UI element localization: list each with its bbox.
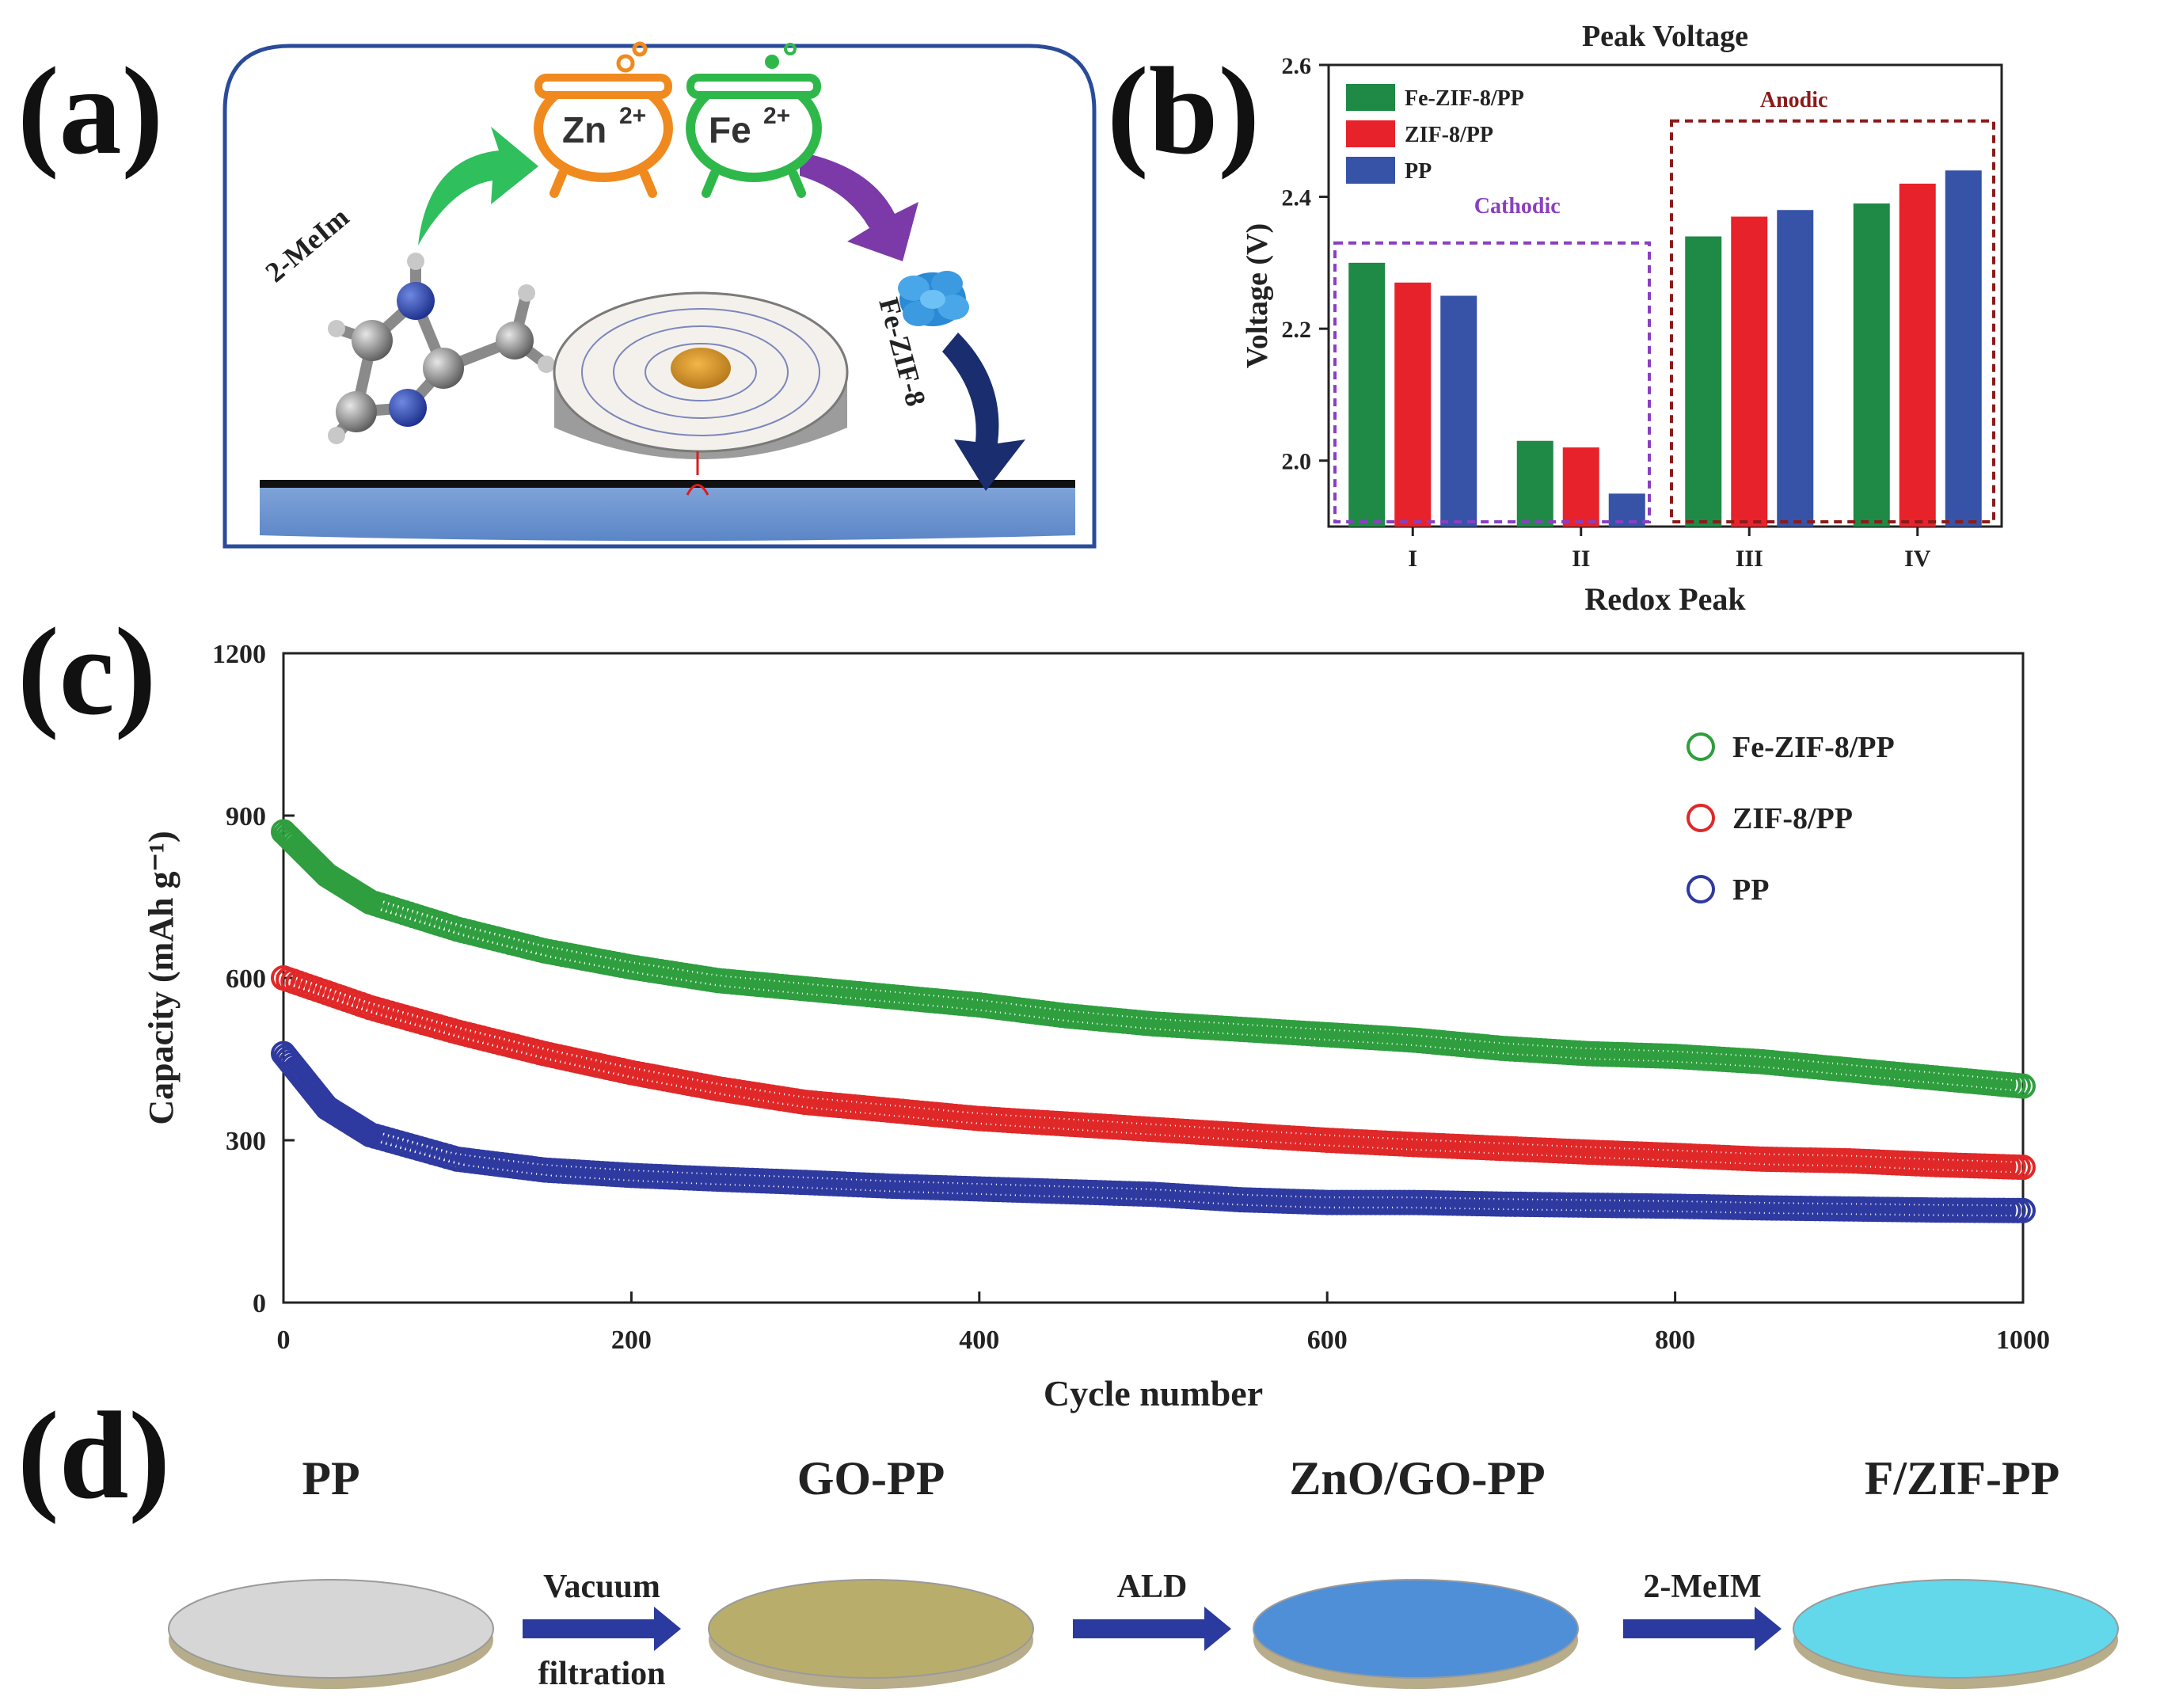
x-tick-label: II	[1572, 546, 1590, 572]
svg-text:2+: 2+	[619, 103, 646, 129]
anodic-label: Anodic	[1760, 88, 1828, 112]
fe-cauldron-icon: Fe 2+	[686, 43, 822, 198]
plot-frame	[1327, 63, 2003, 528]
legend-label: PP	[1732, 873, 1769, 907]
stage-label: PP	[302, 1452, 359, 1504]
x-axis-label: Redox Peak	[1584, 581, 1746, 617]
step-label: 2-MeIM	[1643, 1569, 1761, 1605]
step-arrow-icon	[523, 1607, 681, 1651]
legend-label: Fe-ZIF-8/PP	[1732, 731, 1895, 764]
x-tick-label: 0	[277, 1326, 291, 1355]
step-label-2: filtration	[538, 1656, 666, 1692]
y-axis-label: Capacity (mAh g⁻¹)	[142, 831, 181, 1124]
step-label: Vacuum	[543, 1569, 660, 1605]
y-tick-label: 900	[226, 802, 266, 831]
bar	[1853, 203, 1890, 527]
disc-3	[1793, 1579, 2119, 1679]
panel-label-c: (c)	[17, 603, 157, 741]
2-meim-molecule-icon	[328, 253, 555, 444]
zn-cauldron-icon: Zn 2+	[534, 41, 673, 198]
disc-1	[708, 1579, 1034, 1679]
legend-label: ZIF-8/PP	[1405, 123, 1493, 147]
step-arrow-icon	[1073, 1607, 1231, 1651]
stage-label: ZnO/GO-PP	[1289, 1452, 1545, 1504]
x-axis-label: Cycle number	[1044, 1373, 1263, 1413]
bar	[1516, 440, 1553, 527]
zif-8-disc-icon	[553, 291, 849, 496]
legend-swatch	[1346, 120, 1395, 147]
y-tick-label: 2.0	[1282, 449, 1312, 475]
fabrication-process-diagram: PP GO-PP ZnO/GO-PP F/ZIF-PP Vacuum filtration…	[168, 1452, 2119, 1692]
navy-arrow-icon	[942, 333, 1025, 491]
stage-label: GO-PP	[797, 1452, 945, 1504]
y-tick-label: 2.2	[1282, 317, 1312, 343]
legend-swatch	[1346, 157, 1395, 184]
bar	[1562, 447, 1599, 527]
panel-label-a: (a)	[17, 42, 164, 181]
y-tick-label: 2.6	[1282, 53, 1312, 79]
bar	[1777, 210, 1814, 527]
bar	[1731, 216, 1768, 527]
y-tick-label: 600	[226, 964, 266, 994]
legend-marker	[1687, 875, 1715, 903]
y-tick-label: 300	[226, 1127, 266, 1156]
bar	[1394, 282, 1432, 527]
bar	[1685, 236, 1722, 527]
stage-label: F/ZIF-PP	[1865, 1452, 2060, 1504]
disc-2	[1253, 1579, 1579, 1679]
series-1	[271, 965, 2036, 1181]
bar	[1945, 170, 1982, 527]
bar	[1348, 262, 1386, 527]
legend-label: ZIF-8/PP	[1732, 802, 1853, 835]
legend-marker	[1687, 732, 1715, 761]
legend-label: PP	[1405, 159, 1432, 184]
legend-swatch	[1346, 84, 1395, 111]
data-point	[2010, 1197, 2036, 1223]
data-point	[2010, 1155, 2036, 1181]
svg-text:Fe: Fe	[709, 109, 751, 150]
panel-label-d: (d)	[17, 1387, 171, 1525]
bar	[1899, 183, 1936, 527]
purple-arrow-icon	[800, 152, 918, 261]
series-2	[271, 1040, 2036, 1223]
data-point	[2010, 1073, 2036, 1099]
anodic-box	[1670, 119, 1995, 524]
y-tick-label: 2.4	[1282, 185, 1312, 211]
chart-title: Peak Voltage	[1582, 20, 1748, 53]
svg-text:2+: 2+	[763, 103, 790, 129]
x-tick-label: 800	[1655, 1326, 1695, 1355]
x-tick-label: 1000	[1996, 1326, 2050, 1355]
x-tick-label: 600	[1307, 1326, 1348, 1355]
y-tick-label: 1200	[212, 640, 266, 669]
step-label: ALD	[1117, 1569, 1188, 1605]
x-tick-label: IV	[1904, 546, 1931, 572]
green-arrow-icon	[418, 127, 538, 245]
bar	[1440, 295, 1477, 527]
cathodic-label: Cathodic	[1474, 194, 1561, 219]
svg-text:Zn: Zn	[562, 109, 607, 150]
bar	[1608, 493, 1645, 527]
step-arrow-icon	[1623, 1607, 1782, 1651]
capacity-cycle-chart: 0 300 600 900 1200 0 200 400 600 800 1000 Cycle num…	[142, 640, 2050, 1413]
fe-zif-8-particle-icon	[898, 271, 969, 326]
x-tick-label: I	[1408, 546, 1417, 572]
legend-label: Fe-ZIF-8/PP	[1405, 86, 1524, 111]
schematic-panel-a: Zn 2+ Fe 2+ 2-MeIm	[222, 41, 1097, 549]
y-axis-label: Voltage (V)	[1241, 223, 1274, 368]
x-tick-label: 400	[959, 1326, 999, 1355]
x-tick-label: III	[1736, 546, 1763, 572]
disc-0	[168, 1579, 494, 1679]
legend-marker	[1687, 804, 1715, 832]
series-0	[271, 819, 2036, 1099]
ligand-label: 2-MeIm	[259, 201, 355, 288]
panel-label-b: (b)	[1107, 42, 1261, 181]
y-tick-label: 0	[253, 1289, 266, 1318]
x-tick-label: 200	[611, 1326, 652, 1355]
